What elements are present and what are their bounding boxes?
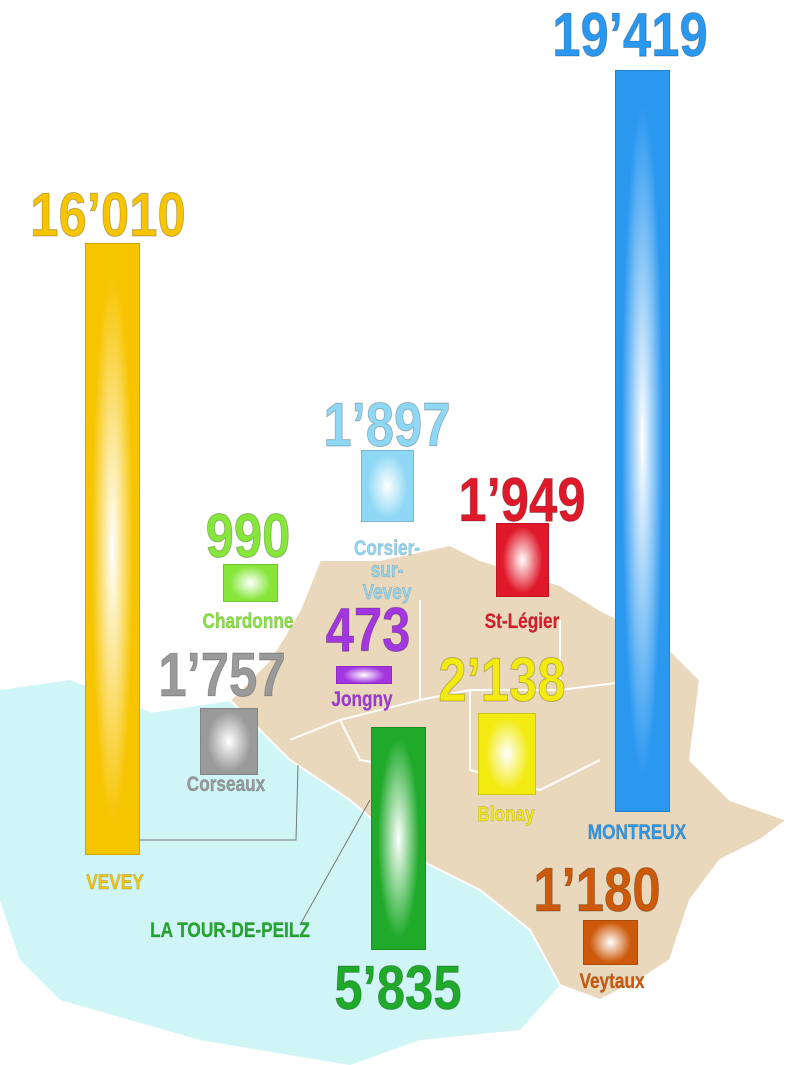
value-label: 990	[205, 502, 291, 571]
value-label: 1’897	[323, 391, 451, 460]
category-label: MONTREUX	[587, 821, 687, 844]
category-label: VEVEY	[86, 871, 144, 894]
value-label: 2’138	[438, 646, 566, 715]
category-label: Corsier-sur-Vevey	[353, 537, 421, 604]
lake	[0, 680, 560, 1065]
value-label: 5’835	[334, 954, 462, 1023]
value-label: 1’757	[158, 641, 286, 710]
category-label: Jongny	[331, 688, 393, 711]
bar	[495, 522, 549, 597]
bar	[478, 713, 536, 795]
value-label: 19’419	[552, 1, 708, 70]
bar	[360, 449, 414, 522]
category-label: Corseaux	[186, 773, 266, 796]
bar	[370, 727, 426, 950]
category-label: Blonay	[477, 803, 535, 826]
category-label: LA TOUR-DE-PEILZ	[150, 919, 310, 942]
value-label: 1’180	[533, 856, 661, 925]
value-label: 16’010	[30, 181, 186, 250]
bar	[200, 707, 258, 775]
leader-lines	[140, 764, 371, 926]
value-label: 473	[325, 596, 411, 665]
bar	[222, 564, 278, 602]
bar	[614, 70, 670, 812]
category-label: Veytaux	[579, 970, 645, 993]
bar	[336, 665, 392, 684]
category-label: St-Légier	[484, 610, 560, 633]
bar	[582, 919, 638, 965]
category-label: Chardonne	[202, 610, 294, 633]
bar	[84, 243, 140, 855]
value-label: 1’949	[458, 466, 586, 535]
